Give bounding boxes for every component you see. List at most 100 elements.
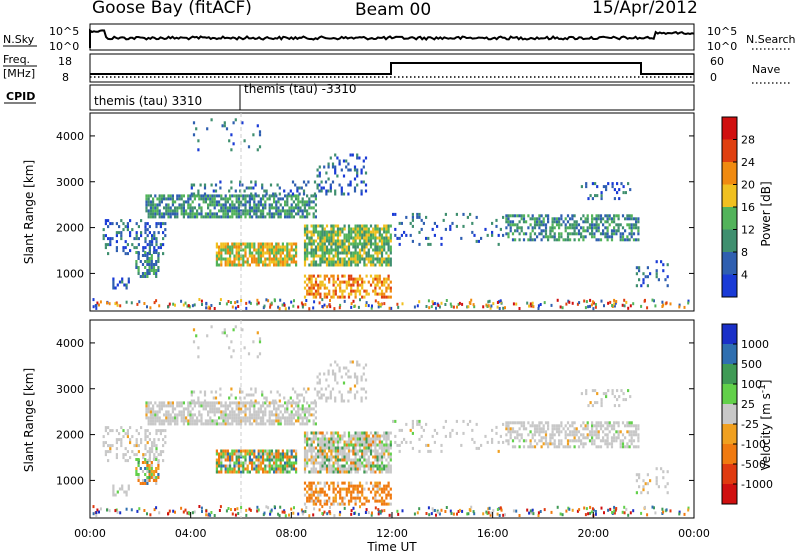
velocity-cell xyxy=(157,467,160,470)
velocity-cell xyxy=(533,424,537,428)
power-cell xyxy=(387,254,390,258)
power-cell xyxy=(251,251,254,255)
power-cell xyxy=(292,215,295,219)
velocity-cell xyxy=(356,496,359,500)
power-cell xyxy=(533,220,537,224)
power-colorbar-tick: 24 xyxy=(741,156,755,169)
power-cell xyxy=(263,189,266,193)
power-cell xyxy=(171,194,174,198)
cpid-program-2: themis (tau) -3310 xyxy=(244,82,357,96)
power-cell xyxy=(224,260,227,264)
power-cell xyxy=(314,203,317,207)
velocity-cell xyxy=(312,493,315,497)
velocity-cell xyxy=(378,467,381,471)
power-cell xyxy=(378,251,381,255)
velocity-cell xyxy=(253,416,256,420)
power-cell xyxy=(378,280,381,284)
power-cell xyxy=(560,232,563,236)
velocity-cell xyxy=(613,436,616,440)
power-cell xyxy=(257,251,260,255)
power-cell xyxy=(255,203,258,207)
velocity-cell xyxy=(253,467,256,471)
power-cell xyxy=(320,189,323,193)
power-cell xyxy=(376,274,379,278)
velocity-cell xyxy=(229,401,232,405)
velocity-cell xyxy=(249,508,252,512)
velocity-cell xyxy=(202,404,205,408)
power-cell xyxy=(206,127,209,131)
velocity-cell xyxy=(235,455,238,459)
velocity-cell xyxy=(560,424,563,428)
velocity-cell xyxy=(626,421,629,425)
power-cell xyxy=(356,174,359,178)
power-cell xyxy=(104,234,107,238)
velocity-cell xyxy=(102,435,105,439)
velocity-cell xyxy=(358,467,362,471)
power-cell xyxy=(182,200,185,204)
power-cell xyxy=(255,206,258,210)
velocity-cell xyxy=(275,401,278,405)
velocity-cell xyxy=(431,434,434,438)
velocity-cell xyxy=(248,404,251,408)
power-cell xyxy=(329,299,331,302)
velocity-cell xyxy=(270,419,273,423)
power-cell xyxy=(596,194,599,198)
velocity-cell xyxy=(270,467,273,471)
power-cell xyxy=(218,302,221,305)
velocity-cell xyxy=(152,422,155,426)
power-cell xyxy=(627,182,630,186)
velocity-cell xyxy=(288,419,291,423)
velocity-cell xyxy=(317,461,320,465)
power-cell xyxy=(152,209,155,213)
power-cell xyxy=(295,197,298,201)
velocity-cell xyxy=(332,481,335,485)
velocity-cell xyxy=(499,434,502,438)
velocity-cell xyxy=(219,393,222,397)
power-cell xyxy=(235,251,238,255)
velocity-cell xyxy=(321,455,324,459)
velocity-cell xyxy=(267,506,270,510)
velocity-cell xyxy=(544,421,548,425)
velocity-cell xyxy=(507,442,510,446)
velocity-cell xyxy=(209,419,212,423)
power-cell xyxy=(262,209,265,213)
power-cell xyxy=(350,254,353,258)
power-cell xyxy=(248,212,251,216)
velocity-cell xyxy=(358,440,362,444)
power-cell xyxy=(317,263,320,267)
power-cell xyxy=(171,197,174,201)
power-cell xyxy=(317,292,320,296)
power-cell xyxy=(253,197,256,201)
power-cell xyxy=(157,231,160,235)
velocity-cell xyxy=(555,430,559,434)
velocity-cell xyxy=(288,464,291,468)
power-cell xyxy=(237,263,240,267)
velocity-cell xyxy=(380,446,384,450)
freq-tick-top: 18 xyxy=(58,55,72,68)
power-cell xyxy=(374,263,377,267)
power-cell xyxy=(251,254,254,258)
velocity-cell xyxy=(336,437,340,441)
velocity-cell xyxy=(213,422,216,426)
velocity-cell xyxy=(573,430,576,434)
power-cell xyxy=(352,289,355,293)
power-cell xyxy=(148,231,151,235)
power-cell xyxy=(387,227,390,231)
velocity-cell xyxy=(157,438,160,442)
power-cell xyxy=(240,200,243,204)
velocity-cell xyxy=(279,458,282,462)
velocity-cell xyxy=(378,455,381,459)
velocity-cell xyxy=(317,493,320,497)
power-cell xyxy=(147,209,150,213)
velocity-cell xyxy=(502,422,505,426)
power-cell xyxy=(530,304,533,308)
power-cell xyxy=(145,209,148,213)
velocity-cell xyxy=(620,389,623,393)
power-cell xyxy=(220,215,223,219)
power-cell xyxy=(322,186,325,190)
velocity-cell xyxy=(438,512,441,516)
velocity-cell xyxy=(144,438,147,442)
power-cell xyxy=(527,238,530,242)
power-cell xyxy=(314,197,317,201)
